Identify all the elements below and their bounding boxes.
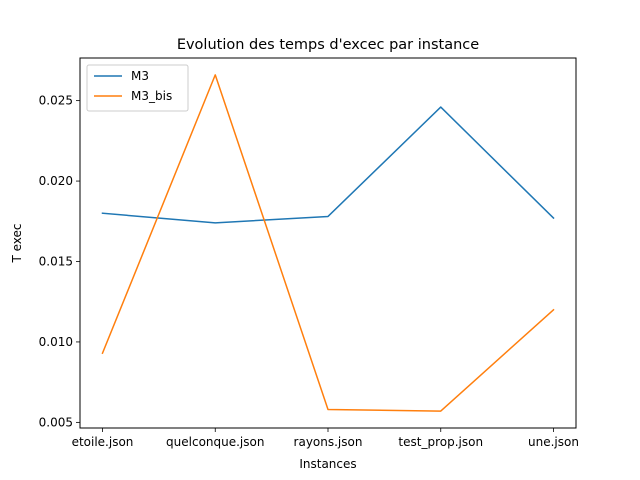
x-axis-ticks: etoile.json quelconque.json rayons.json tes… [72, 428, 579, 449]
legend-label-m3-bis: M3_bis [131, 89, 172, 103]
y-tick-label: 0.010 [39, 335, 73, 349]
y-tick-label: 0.005 [39, 415, 73, 429]
x-tick-label: rayons.json [294, 435, 363, 449]
y-axis-ticks: 0.005 0.010 0.015 0.020 0.025 [39, 94, 80, 429]
y-axis-label: T exec [10, 223, 24, 263]
y-tick-label: 0.015 [39, 255, 73, 269]
y-tick-label: 0.025 [39, 94, 73, 108]
legend: M3 M3_bis [86, 64, 189, 112]
x-axis-label: Instances [299, 457, 356, 471]
x-tick-label: test_prop.json [398, 435, 483, 449]
y-tick-label: 0.020 [39, 174, 73, 188]
plot-area [101, 74, 555, 412]
series-line-m3-bis [101, 74, 555, 412]
x-tick-label: quelconque.json [166, 435, 264, 449]
x-tick-label: etoile.json [72, 435, 134, 449]
legend-label-m3: M3 [131, 69, 149, 83]
x-tick-label: une.json [528, 435, 579, 449]
series-line-m3 [101, 106, 555, 224]
chart-title: Evolution des temps d'excec par instance [177, 37, 479, 53]
